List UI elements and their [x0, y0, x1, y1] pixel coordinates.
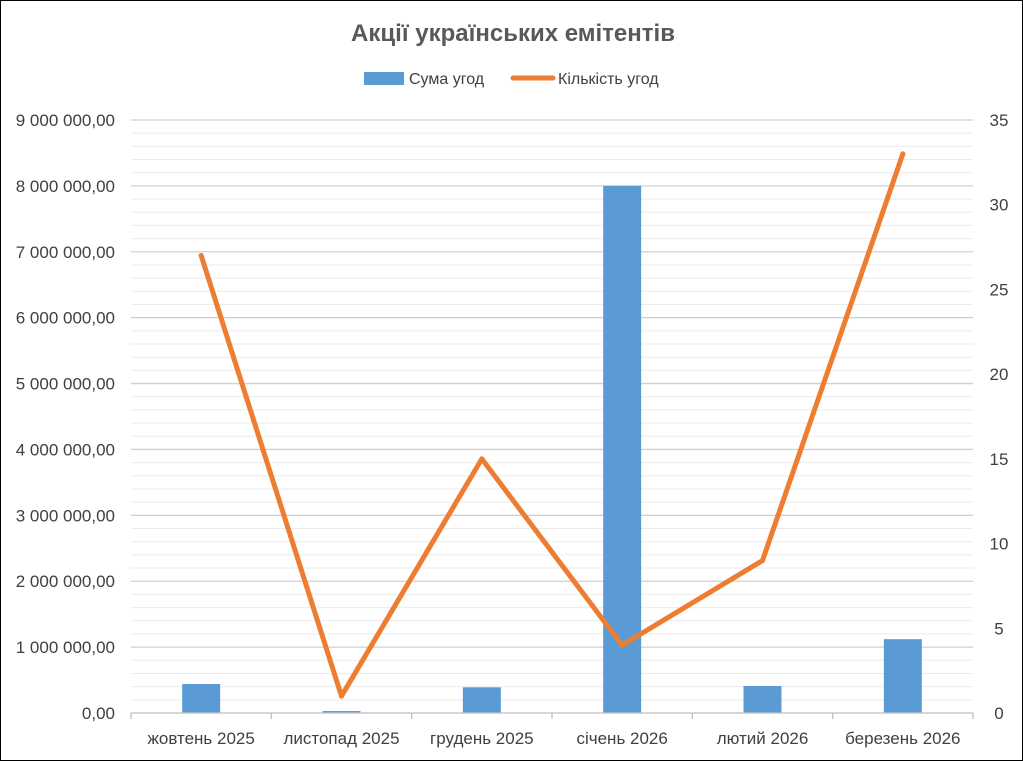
axes	[130, 712, 974, 719]
bar	[322, 711, 361, 713]
line-point	[479, 456, 485, 462]
bar	[743, 685, 782, 713]
category-axis-labels: жовтень 2025 листопад 2025 грудень 2025 січ…	[148, 729, 961, 748]
right-axis-tick-label: 10	[990, 535, 1009, 554]
legend: Сума угод Кількість угод	[364, 71, 659, 88]
category-label: лютий 2026	[717, 729, 809, 748]
legend-swatch-amount	[364, 72, 404, 85]
chart-title: Акції українських емітентів	[351, 20, 675, 47]
category-label: грудень 2025	[430, 729, 534, 748]
right-axis-tick-label: 20	[990, 365, 1009, 384]
left-axis-tick-label: 1 000 000,00	[16, 638, 115, 657]
legend-label-amount: Сума угод	[409, 71, 485, 88]
legend-label-count: Кількість угод	[558, 71, 659, 88]
line-point	[760, 558, 765, 564]
left-axis-tick-label: 3 000 000,00	[16, 506, 115, 525]
left-axis-ticks: 0,00 1 000 000,00 2 000 000,00 3 000 000,00…	[16, 111, 115, 723]
series-line	[198, 151, 906, 699]
line-point	[900, 151, 906, 157]
gridlines	[131, 119, 973, 701]
left-axis-tick-label: 9 000 000,00	[16, 111, 115, 130]
bar	[182, 684, 221, 713]
bar-series-amount	[182, 185, 922, 713]
category-label: листопад 2025	[283, 729, 399, 748]
left-axis-tick-label: 5 000 000,00	[16, 375, 115, 394]
category-label: жовтень 2025	[148, 729, 255, 748]
right-axis-tick-label: 15	[990, 450, 1009, 469]
right-axis-tick-label: 0	[994, 704, 1003, 723]
left-axis-tick-label: 7 000 000,00	[16, 243, 115, 262]
left-axis-tick-label: 4 000 000,00	[16, 440, 115, 459]
left-axis-tick-label: 2 000 000,00	[16, 572, 115, 591]
right-axis-tick-label: 35	[990, 111, 1009, 130]
left-axis-tick-label: 6 000 000,00	[16, 309, 115, 328]
line-point	[619, 642, 625, 648]
right-axis-ticks: 0 5 10 15 20 25 30 35	[990, 111, 1009, 723]
line-point	[339, 693, 344, 699]
line-point	[198, 253, 204, 259]
left-axis-tick-label: 0,00	[82, 704, 115, 723]
category-label: січень 2026	[576, 729, 667, 748]
bar	[883, 639, 922, 713]
left-axis-tick-label: 8 000 000,00	[16, 177, 115, 196]
right-axis-tick-label: 30	[990, 196, 1009, 215]
right-axis-tick-label: 5	[994, 619, 1003, 638]
right-axis-tick-label: 25	[990, 280, 1009, 299]
bar	[462, 687, 501, 713]
category-label: березень 2026	[845, 729, 960, 748]
line-series-count	[198, 151, 906, 699]
bar	[603, 185, 642, 713]
